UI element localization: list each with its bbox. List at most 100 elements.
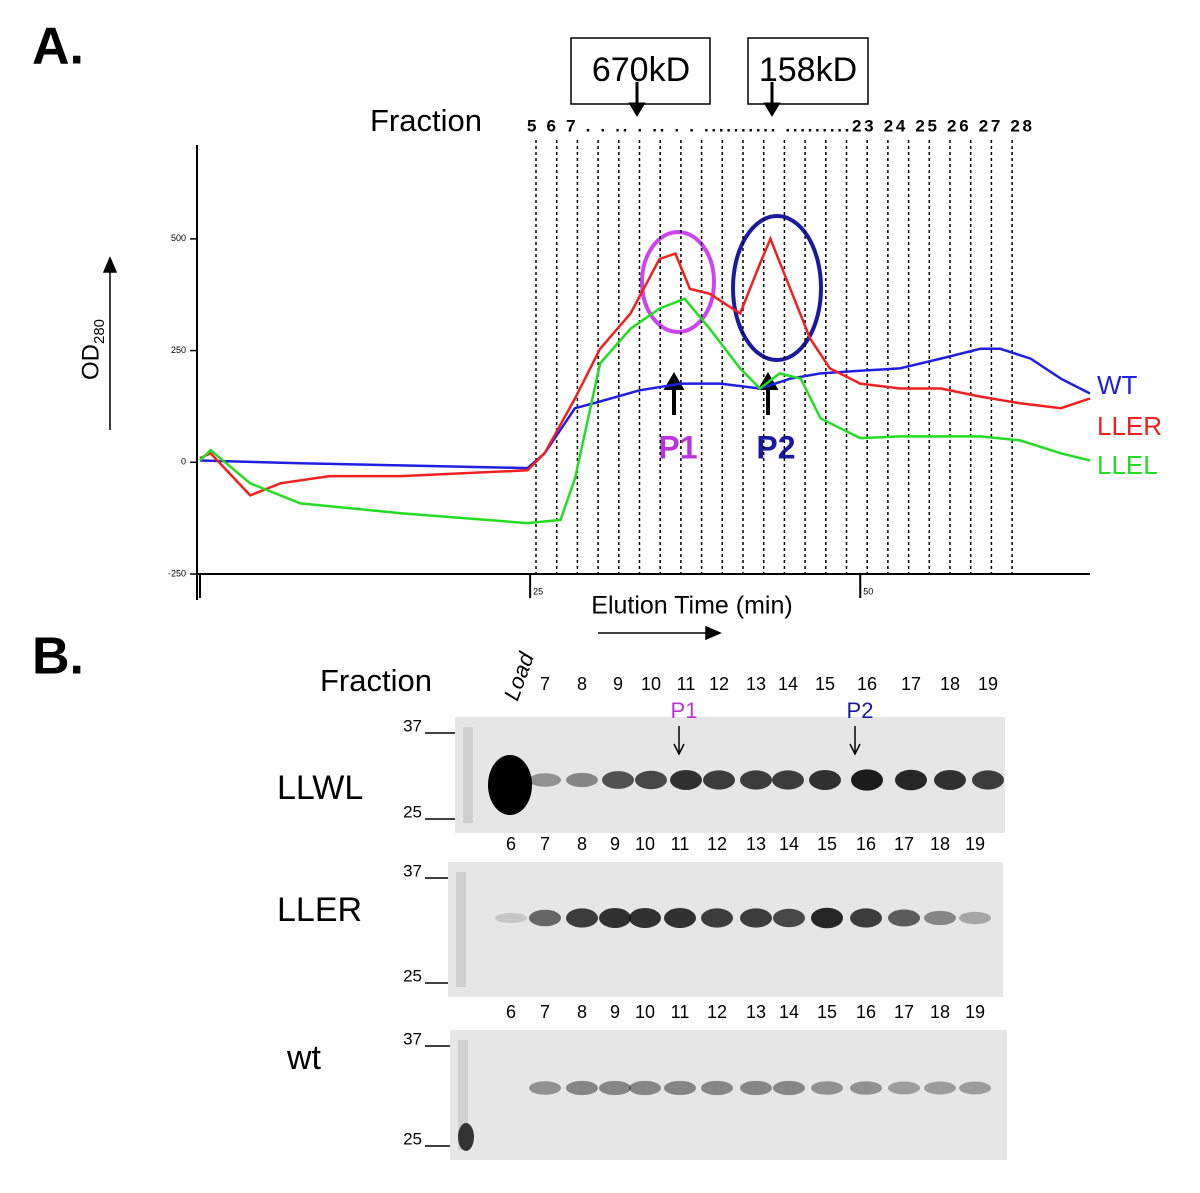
gel-band <box>701 1080 733 1096</box>
lane-label: 10 <box>635 834 655 854</box>
gel-band <box>703 770 735 790</box>
panel-label: A. <box>32 18 84 76</box>
gel-band <box>635 770 667 790</box>
peak-circle <box>640 230 716 334</box>
ladder-label: 25 <box>403 966 422 985</box>
gel-name: LLWL <box>277 769 363 807</box>
y-tick-label: -250 <box>168 568 186 578</box>
gel-band <box>495 912 527 924</box>
gel-band <box>529 773 561 787</box>
gel-band <box>809 770 841 790</box>
ladder-label: 37 <box>403 716 422 735</box>
x-tick-label: 50 <box>863 586 873 596</box>
gel-band <box>924 1081 956 1095</box>
y-tick-label: 250 <box>171 345 186 355</box>
gel-band <box>664 1080 696 1096</box>
peak-circle <box>731 214 823 362</box>
gel-band <box>811 907 843 929</box>
lane-label: 16 <box>857 674 877 694</box>
lane-label: 13 <box>746 834 766 854</box>
lane-label: 7 <box>540 834 550 854</box>
gel-band <box>740 1080 772 1096</box>
lane-label: 9 <box>610 1002 620 1022</box>
panel-label: B. <box>32 628 84 686</box>
peak-label: P2 <box>756 429 795 465</box>
y-tick-label: 0 <box>181 457 186 467</box>
gel-band <box>895 769 927 791</box>
y-label: OD 280 <box>77 319 108 380</box>
legend-label: LLER <box>1097 411 1162 441</box>
marker-box <box>747 37 869 105</box>
gel-band <box>850 1081 882 1095</box>
lane-label: 8 <box>577 674 587 694</box>
gel-band <box>924 910 956 926</box>
fraction-title: Fraction <box>370 103 482 138</box>
gel-band <box>740 770 772 790</box>
gel-band <box>629 908 661 928</box>
gel-image <box>448 862 1003 997</box>
gel-band <box>959 911 991 925</box>
legend-label: WT <box>1097 370 1138 400</box>
gels: LLWL 37 25 7 8 9 10 11 12 13 14 15 16 17 18 19 LLER 37 25 6… <box>277 674 1007 1160</box>
series-line <box>199 297 1091 525</box>
lane-label: 14 <box>779 834 799 854</box>
lane-label: 8 <box>577 1002 587 1022</box>
marker-label: 158kD <box>759 51 857 89</box>
gel-band <box>664 908 696 928</box>
gel-band <box>629 1080 661 1096</box>
lane-label: 14 <box>778 674 798 694</box>
lane-label: 8 <box>577 834 587 854</box>
lane-label: 18 <box>930 834 950 854</box>
lane-label: 11 <box>671 834 690 854</box>
gel-band <box>772 770 804 790</box>
lane-label: 10 <box>635 1002 655 1022</box>
lane-label: 15 <box>817 834 837 854</box>
ladder <box>463 727 473 823</box>
gel-name: LLER <box>277 891 362 929</box>
plot: 500 250 0 -250 25 50 WT LLER LLEL <box>168 140 1162 598</box>
lane-label: 19 <box>978 674 998 694</box>
gel-image <box>450 1030 1007 1160</box>
gel-band <box>566 1080 598 1096</box>
lane-label: 17 <box>894 834 914 854</box>
lane-label: 9 <box>613 674 623 694</box>
lane-label: 15 <box>817 1002 837 1022</box>
lane-label: 6 <box>506 834 516 854</box>
y-label-sub: 280 <box>91 319 108 344</box>
gel-band <box>850 908 882 928</box>
x-label: Elution Time (min) <box>591 592 792 620</box>
gel-band <box>566 772 598 788</box>
lane-label: 17 <box>894 1002 914 1022</box>
lane-label: 12 <box>709 674 729 694</box>
lane-label: 17 <box>901 674 921 694</box>
lane-label: 6 <box>506 1002 516 1022</box>
ladder <box>456 872 466 987</box>
lane-label: 9 <box>610 834 620 854</box>
lane-label: 18 <box>940 674 960 694</box>
load-band <box>488 755 532 815</box>
lane-label: 15 <box>815 674 835 694</box>
lane-label: 18 <box>930 1002 950 1022</box>
lane-label: 11 <box>677 674 696 694</box>
lane-label: 11 <box>671 1002 690 1022</box>
series-line <box>199 235 1091 497</box>
gel-band <box>773 1080 805 1096</box>
gel-band <box>529 909 561 927</box>
lane-label: 12 <box>707 834 727 854</box>
lane-label: 16 <box>856 1002 876 1022</box>
ladder-label: 25 <box>403 802 422 821</box>
gel-band <box>740 908 772 928</box>
gel-band <box>888 909 920 927</box>
lane-label: 14 <box>779 1002 799 1022</box>
lane-label: 7 <box>540 1002 550 1022</box>
fraction-numbers: 5 6 7 . . .. . .. . . .......... .......… <box>527 116 1032 135</box>
marker-arrow <box>628 82 781 117</box>
gel-name: wt <box>286 1039 322 1077</box>
gel-band <box>811 1081 843 1095</box>
marker-label: 670kD <box>592 51 690 89</box>
lane-label: 13 <box>746 1002 766 1022</box>
y-arrow <box>102 256 118 430</box>
gel-band <box>773 908 805 928</box>
lane-label: 19 <box>965 1002 985 1022</box>
